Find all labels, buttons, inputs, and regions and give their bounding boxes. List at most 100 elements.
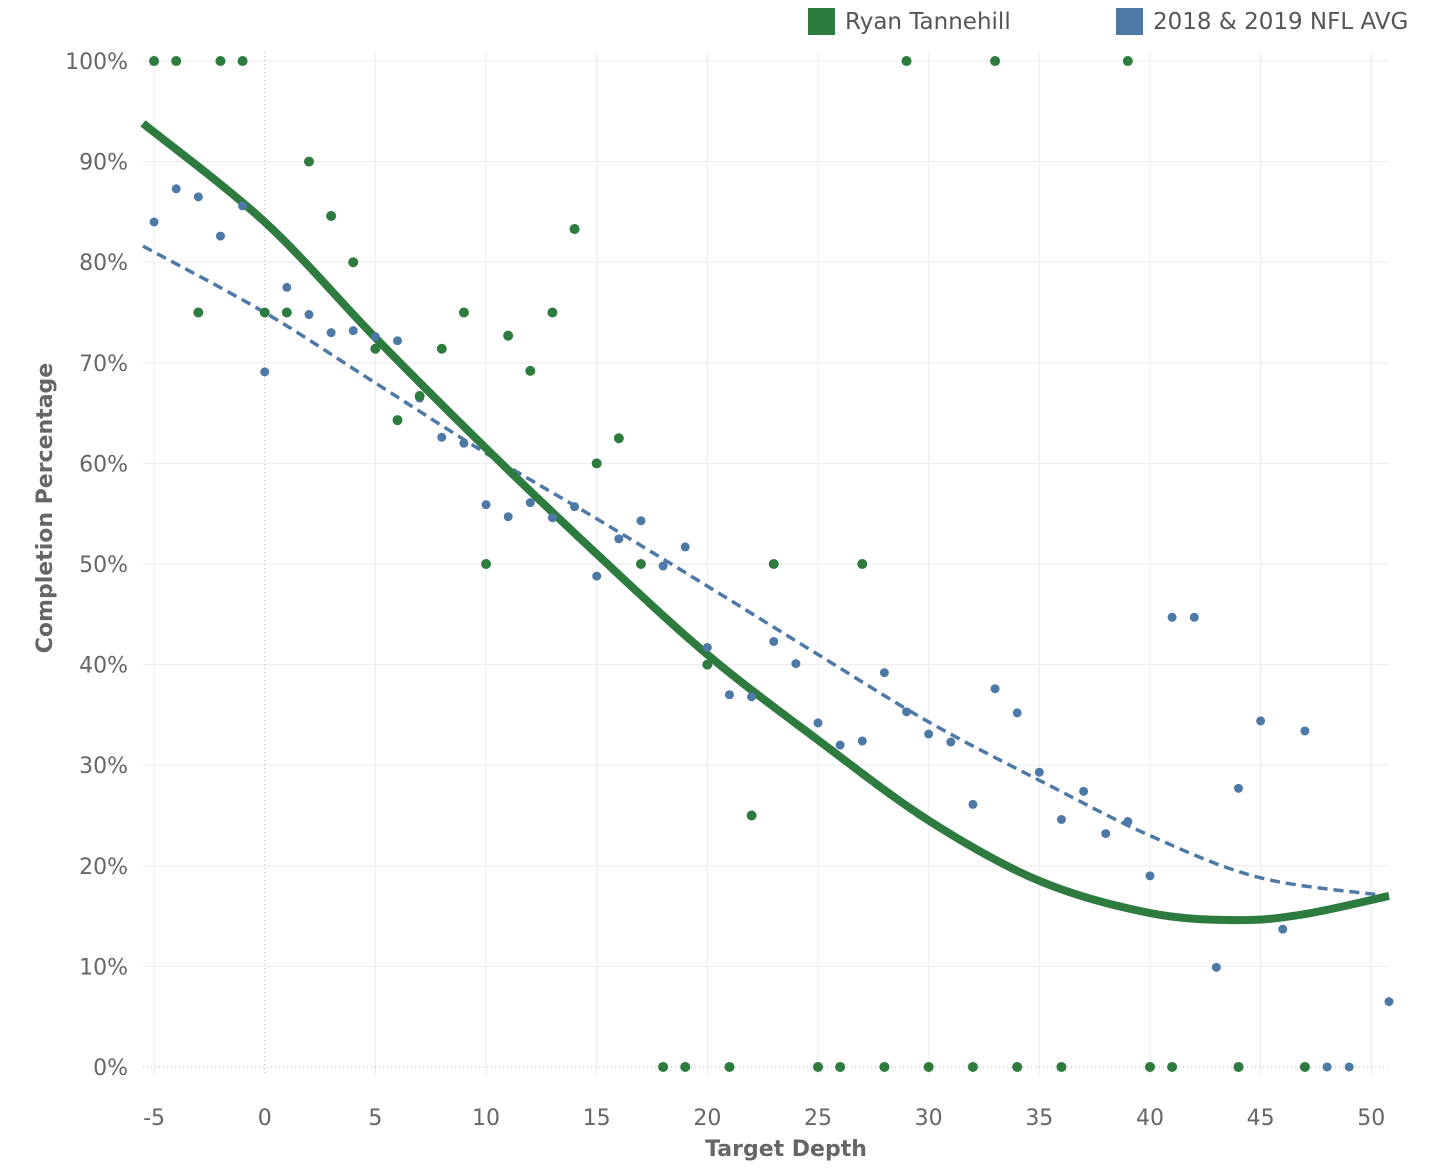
x-tick-label: 0 [258, 1106, 272, 1131]
x-axis-ticks: -5 0 5 10 15 20 25 30 35 40 45 50 [143, 1106, 1385, 1131]
point-nfl-avg [304, 310, 314, 320]
x-tick-label: 50 [1357, 1106, 1385, 1131]
point-nfl-avg [857, 736, 867, 746]
point-tannehill [813, 1061, 824, 1072]
zero-lines [143, 52, 1389, 1076]
point-tannehill [835, 1061, 846, 1072]
point-nfl-avg [1123, 817, 1133, 827]
point-nfl-avg [592, 571, 602, 581]
point-tannehill [237, 56, 248, 67]
point-nfl-avg [503, 512, 513, 522]
point-tannehill [680, 1061, 691, 1072]
point-tannehill [414, 391, 425, 402]
legend-item-tannehill[interactable]: Ryan Tannehill [808, 8, 1011, 35]
point-nfl-avg [282, 282, 292, 292]
y-tick-label: 30% [79, 754, 128, 779]
point-nfl-avg [658, 561, 668, 571]
point-nfl-avg [1234, 783, 1244, 793]
point-tannehill [171, 56, 182, 67]
point-tannehill [149, 56, 160, 67]
legend-item-nfl-avg[interactable]: 2018 & 2019 NFL AVG [1116, 8, 1408, 35]
point-tannehill [1144, 1061, 1155, 1072]
x-tick-label: 35 [1025, 1106, 1053, 1131]
point-nfl-avg [1012, 708, 1022, 718]
x-tick-label: 5 [368, 1106, 382, 1131]
point-nfl-avg [1300, 726, 1310, 736]
point-nfl-avg [902, 707, 912, 717]
point-nfl-avg [1056, 814, 1066, 824]
point-nfl-avg [525, 498, 535, 508]
point-nfl-avg [393, 336, 403, 346]
x-tick-label: 15 [583, 1106, 611, 1131]
point-nfl-avg [215, 231, 225, 241]
point-tannehill [281, 307, 292, 318]
point-nfl-avg [481, 500, 491, 510]
point-nfl-avg [990, 684, 1000, 694]
point-tannehill [481, 559, 492, 569]
legend-swatch-nfl-avg [1116, 8, 1143, 35]
point-nfl-avg [1034, 767, 1044, 777]
point-tannehill [326, 210, 337, 221]
point-nfl-avg [879, 668, 889, 678]
x-tick-label: 10 [472, 1106, 500, 1131]
point-nfl-avg [1145, 871, 1155, 881]
point-nfl-avg [171, 184, 181, 194]
point-tannehill [635, 559, 646, 569]
point-nfl-avg [702, 642, 712, 652]
point-tannehill [547, 307, 558, 318]
point-tannehill [857, 559, 868, 569]
point-nfl-avg [238, 201, 248, 211]
point-tannehill [370, 343, 381, 354]
trend-line-nfl-avg [142, 244, 1390, 898]
point-nfl-avg [570, 502, 580, 512]
point-tannehill [658, 1061, 669, 1072]
y-tick-label: 40% [79, 654, 128, 679]
point-nfl-avg [547, 513, 557, 523]
y-tick-label: 60% [79, 452, 128, 477]
point-nfl-avg [1344, 1062, 1354, 1072]
point-tannehill [259, 307, 270, 318]
point-tannehill [591, 458, 602, 469]
point-nfl-avg [1384, 997, 1394, 1007]
point-nfl-avg [348, 326, 358, 336]
point-tannehill [923, 1061, 934, 1072]
y-axis-ticks: 0% 10% 20% 30% 40% 50% 60% 70% 80% 90% 100% [65, 50, 128, 1081]
point-nfl-avg [437, 432, 447, 442]
point-nfl-avg [459, 438, 469, 448]
x-tick-label: 20 [693, 1106, 721, 1131]
point-tannehill [215, 56, 226, 67]
x-tick-label: 40 [1136, 1106, 1164, 1131]
y-tick-label: 0% [93, 1056, 128, 1081]
point-nfl-avg [1101, 829, 1111, 839]
legend-swatch-tannehill [808, 8, 835, 35]
point-tannehill [768, 559, 779, 569]
legend-label-tannehill: Ryan Tannehill [845, 8, 1011, 35]
point-nfl-avg [326, 328, 336, 338]
point-nfl-avg [680, 542, 690, 552]
point-tannehill [458, 307, 469, 318]
point-nfl-avg [1167, 612, 1177, 622]
y-tick-label: 10% [79, 955, 128, 980]
point-tannehill [569, 224, 580, 235]
point-nfl-avg [968, 799, 978, 809]
x-tick-label: 25 [804, 1106, 832, 1131]
y-tick-label: 100% [65, 50, 128, 75]
point-nfl-avg [791, 659, 801, 669]
point-tannehill [392, 415, 403, 426]
point-tannehill [1122, 56, 1133, 67]
point-tannehill [1167, 1061, 1178, 1072]
y-tick-label: 20% [79, 855, 128, 880]
point-tannehill [702, 659, 713, 670]
point-nfl-avg [724, 690, 734, 700]
point-nfl-avg [370, 332, 380, 342]
point-nfl-avg [260, 367, 270, 377]
point-nfl-avg [614, 534, 624, 544]
point-tannehill [879, 1061, 890, 1072]
y-tick-label: 90% [79, 151, 128, 176]
trend-lines [140, 120, 1390, 925]
point-nfl-avg [835, 740, 845, 750]
point-nfl-avg [1079, 786, 1089, 796]
x-tick-label: 45 [1247, 1106, 1275, 1131]
trend-line-tannehill [140, 120, 1390, 925]
